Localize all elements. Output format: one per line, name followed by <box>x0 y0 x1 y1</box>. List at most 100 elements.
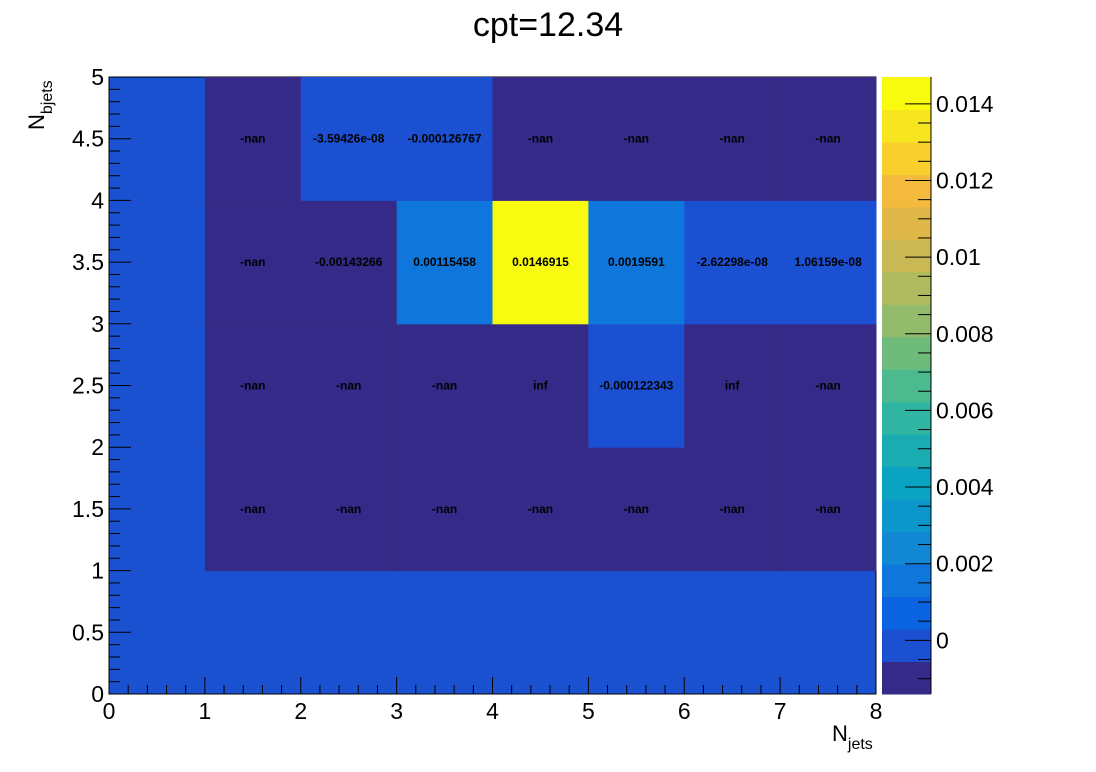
cell-value-label: -nan <box>528 502 553 516</box>
heatmap-cell <box>684 323 781 448</box>
heatmap-cell <box>492 323 589 448</box>
x-tick-label: 5 <box>582 698 595 724</box>
heatmap-cell <box>204 200 302 325</box>
x-axis-label-main: N <box>832 721 848 746</box>
heatmap-cell <box>684 200 781 325</box>
palette-tick-label: 0.002 <box>936 551 994 577</box>
heatmap-cell <box>396 447 493 572</box>
cell-value-label: -nan <box>240 379 265 393</box>
cell-value-label: -nan <box>336 379 361 393</box>
y-tick-label: 5 <box>91 64 104 90</box>
cell-labels: -nan -nan -nan -nan -nan -nan -nan -nan -nan -nan… <box>240 132 862 516</box>
palette-segment <box>882 434 931 468</box>
heatmap-cell <box>396 200 493 325</box>
cell-value-label: -nan <box>336 502 361 516</box>
y-axis-label: Nbjets <box>24 80 56 130</box>
palette-tick-label: 0 <box>936 627 949 653</box>
palette-segment <box>882 369 931 403</box>
heatmap-cell <box>588 77 685 201</box>
chart-title: cpt=12.34 <box>473 6 623 44</box>
heatmap-cell <box>492 200 589 325</box>
palette-segment <box>882 499 931 533</box>
y-axis-label-main: N <box>24 114 49 130</box>
heatmap-cell <box>204 323 302 448</box>
cell-value-label: -nan <box>432 379 457 393</box>
y-axis-label-sub: bjets <box>39 80 56 114</box>
heatmap-cell <box>588 447 685 572</box>
heatmap-cell <box>780 323 877 448</box>
y-tick-label: 0.5 <box>72 619 104 645</box>
cell-value-label: 0.0146915 <box>512 255 569 269</box>
palette-tick-label: 0.006 <box>936 397 994 423</box>
y-tick-label: 0 <box>91 681 104 707</box>
y-tick-label: 4 <box>91 187 104 213</box>
palette-tick-label: 0.008 <box>936 321 994 347</box>
palette-segment <box>882 174 931 208</box>
cell-value-label: 1.06159e-08 <box>794 255 862 269</box>
heatmap-cell <box>780 447 877 572</box>
cell-value-label: -nan <box>528 132 553 146</box>
cell-value-label: -nan <box>624 132 649 146</box>
heatmap-cell <box>396 323 493 448</box>
y-tick-label: 4.5 <box>72 126 104 152</box>
heatmap-cells <box>204 77 877 572</box>
heatmap-cell <box>684 77 781 201</box>
x-tick-label: 6 <box>678 698 691 724</box>
x-tick-label: 0 <box>103 698 116 724</box>
cell-value-label: -2.62298e-08 <box>696 255 768 269</box>
y-tick-label: 2 <box>91 434 104 460</box>
heatmap-cell <box>204 447 302 572</box>
heatmap-cell <box>684 447 781 572</box>
cell-value-label: 0.00115458 <box>413 255 476 269</box>
cell-value-label: 0.0019591 <box>608 255 665 269</box>
cell-value-label: -nan <box>432 502 457 516</box>
y-tick-label: 1.5 <box>72 496 104 522</box>
cell-value-label: inf <box>725 379 741 393</box>
x-tick-label: 1 <box>198 698 211 724</box>
palette-segment <box>882 564 931 598</box>
heatmap-cell <box>204 77 302 201</box>
heatmap-cell <box>492 77 589 201</box>
palette-segment <box>882 239 931 273</box>
heatmap-cell <box>396 77 493 201</box>
cell-value-label: -nan <box>240 255 265 269</box>
cell-value-label: -0.000122343 <box>599 379 673 393</box>
cell-value-label: -0.00143266 <box>315 255 383 269</box>
x-axis: 0 1 2 3 4 5 6 7 8 <box>103 677 883 724</box>
palette-segment <box>882 141 931 175</box>
heatmap-cell <box>492 447 589 572</box>
palette-segment <box>882 629 931 663</box>
palette-tick-label: 0.004 <box>936 474 994 500</box>
x-tick-label: 8 <box>870 698 883 724</box>
cell-value-label: inf <box>533 379 549 393</box>
y-tick-label: 2.5 <box>72 373 104 399</box>
x-tick-label: 3 <box>390 698 403 724</box>
palette-tick-label: 0.012 <box>936 167 994 193</box>
heatmap-cell <box>588 323 685 448</box>
palette-tick-label: 0.014 <box>936 91 994 117</box>
palette-segment <box>882 206 931 240</box>
heatmap-cell <box>588 200 685 325</box>
x-tick-label: 4 <box>486 698 499 724</box>
palette-segment <box>882 661 931 695</box>
cell-value-label: -nan <box>240 502 265 516</box>
y-tick-label: 3.5 <box>72 249 104 275</box>
palette-tick-label: 0.01 <box>936 244 981 270</box>
cell-value-label: -nan <box>624 502 649 516</box>
palette-segment <box>882 466 931 500</box>
x-tick-label: 7 <box>774 698 787 724</box>
x-tick-label: 2 <box>294 698 307 724</box>
cell-value-label: -nan <box>240 132 265 146</box>
palette-segment <box>882 531 931 565</box>
cell-value-label: -3.59426e-08 <box>313 132 385 146</box>
heatmap-cell <box>300 323 398 448</box>
cell-value-label: -nan <box>815 132 840 146</box>
color-palette-bar: 0 0.002 0.004 0.006 0.008 0.01 0.012 0.014 <box>882 77 994 695</box>
x-axis-label-sub: jets <box>847 736 873 753</box>
heatmap-cell <box>300 447 398 572</box>
y-axis: 0 0.5 1 1.5 2 2.5 3 3.5 4 4.5 5 <box>72 64 131 707</box>
heatmap-cell <box>780 200 877 325</box>
x-axis-label: Njets <box>832 721 873 753</box>
cell-value-label: -nan <box>815 502 840 516</box>
